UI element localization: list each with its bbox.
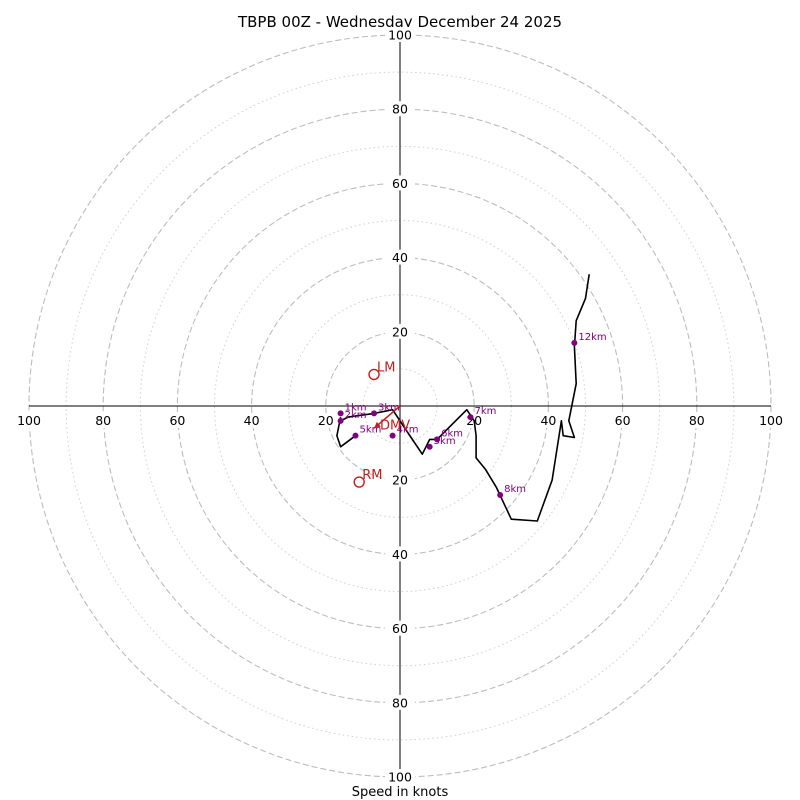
x-tick-label: 80 — [689, 413, 705, 428]
x-tick-bg — [310, 413, 341, 428]
height-point-5km — [352, 432, 359, 439]
height-point-2km — [337, 417, 344, 424]
storm-motion-lm — [368, 368, 380, 381]
y-tick-label: 40 — [392, 250, 408, 265]
x-tick-bg — [14, 413, 44, 428]
height-label-4km: 4km — [397, 425, 419, 436]
hodograph-trace-group — [336, 274, 590, 522]
storm-motion-label-lm: LM — [377, 360, 395, 375]
height-point-6km — [434, 436, 441, 443]
height-point-12km — [571, 339, 578, 346]
hodograph-trace — [340, 274, 590, 522]
height-label-3km: 3km — [378, 402, 400, 413]
x-tick-label: 60 — [615, 413, 631, 428]
x-tick-label: 100 — [759, 413, 783, 428]
x-tick-label: 40 — [244, 413, 260, 428]
height-label-7km: 7km — [474, 406, 496, 417]
x-tick-label: 80 — [95, 413, 111, 428]
x-tick-bg — [236, 413, 267, 428]
x-tick-bg — [607, 413, 638, 428]
mean-wind-arrowhead — [374, 421, 381, 429]
storm-motion-label-rm: RM — [362, 468, 382, 483]
y-tick-label: 60 — [392, 176, 408, 191]
y-tick-bg — [385, 101, 415, 117]
x-axis-label: Speed in knots — [352, 785, 449, 800]
height-label-2km: 2km — [345, 410, 367, 421]
height-label-5km: 5km — [359, 425, 381, 436]
y-tick-bg — [385, 472, 415, 488]
y-tick-bg — [385, 175, 415, 191]
chart-title: TBPB 00Z - Wednesday December 24 2025 — [237, 13, 562, 31]
height-point-8km — [497, 492, 504, 499]
height-label-1km: 1km — [345, 402, 367, 413]
y-tick-bg — [385, 769, 415, 784]
y-tick-label: 100 — [388, 770, 412, 785]
y-tick-label: 20 — [392, 324, 408, 339]
height-point-5km — [426, 443, 433, 450]
height-label-8km: 8km — [504, 484, 526, 495]
y-tick-label: 80 — [392, 102, 408, 117]
y-tick-bg — [385, 323, 415, 339]
storm-motion-group: DMV LM RM — [353, 360, 410, 488]
height-point-4km — [389, 432, 396, 439]
x-tick-bg — [533, 413, 564, 428]
height-point-1km — [337, 410, 344, 417]
tick-label-group: 100 80 60 40 20 20 40 60 80 100100806040202040608… — [14, 27, 786, 785]
y-tick-label: 80 — [392, 695, 408, 710]
y-tick-label: 100 — [388, 28, 412, 43]
y-tick-bg — [385, 546, 415, 562]
storm-motion-rm — [353, 476, 365, 488]
y-tick-label: 60 — [392, 621, 408, 636]
y-tick-bg — [385, 694, 415, 710]
x-tick-label: 40 — [540, 413, 556, 428]
x-tick-label: 100 — [17, 413, 41, 428]
x-tick-bg — [162, 413, 193, 428]
x-tick-label: 20 — [318, 413, 334, 428]
height-point-3km — [371, 410, 378, 417]
y-tick-label: 20 — [392, 473, 408, 488]
x-tick-bg — [681, 413, 712, 428]
y-tick-bg — [385, 249, 415, 265]
height-label-12km: 12km — [578, 332, 606, 343]
height-point-7km — [467, 414, 474, 421]
height-label-6km: 6km — [441, 428, 463, 439]
y-tick-bg — [385, 620, 415, 636]
y-tick-bg — [385, 27, 415, 42]
x-tick-bg — [88, 413, 119, 428]
x-tick-label: 60 — [169, 413, 185, 428]
height-label-5km: 5km — [434, 436, 456, 447]
y-tick-label: 40 — [392, 547, 408, 562]
x-tick-bg — [756, 413, 786, 428]
hodograph-trace-loop — [336, 416, 356, 448]
mean-wind-label: DMV — [380, 418, 410, 433]
